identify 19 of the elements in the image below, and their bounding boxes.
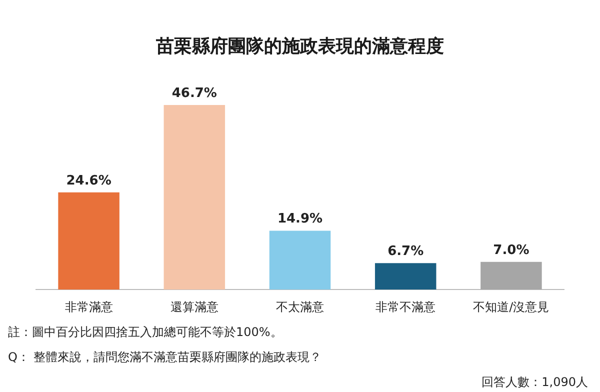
bar <box>480 262 542 290</box>
text: 回答人數：1,090人 <box>480 374 589 391</box>
x-tick-label: 不太滿意 <box>276 300 324 314</box>
x-tick-label: 非常滿意 <box>64 300 113 314</box>
text: Q： 整體來說，請問您滿不滿意苗栗縣府團隊的施政表現？ <box>8 349 322 366</box>
x-tick-label: 非常不滿意 <box>376 300 436 314</box>
x-tick-label: 不知道/沒意見 <box>473 300 550 314</box>
chart-title: 苗栗縣府團隊的施政表現的滿意程度 <box>155 35 445 59</box>
bar <box>374 263 436 290</box>
data-label: 14.9% <box>277 212 323 227</box>
data-label: 24.6% <box>66 173 112 188</box>
x-tick-label: 還算滿意 <box>170 300 218 314</box>
bar <box>269 230 331 290</box>
data-label: 6.7% <box>388 244 424 259</box>
bar <box>164 105 226 290</box>
bar <box>58 192 120 290</box>
text: 註：圖中百分比因四捨五入加總可能不等於100%。 <box>8 324 284 341</box>
data-label: 46.7% <box>172 86 217 101</box>
data-label: 7.0% <box>493 242 530 258</box>
